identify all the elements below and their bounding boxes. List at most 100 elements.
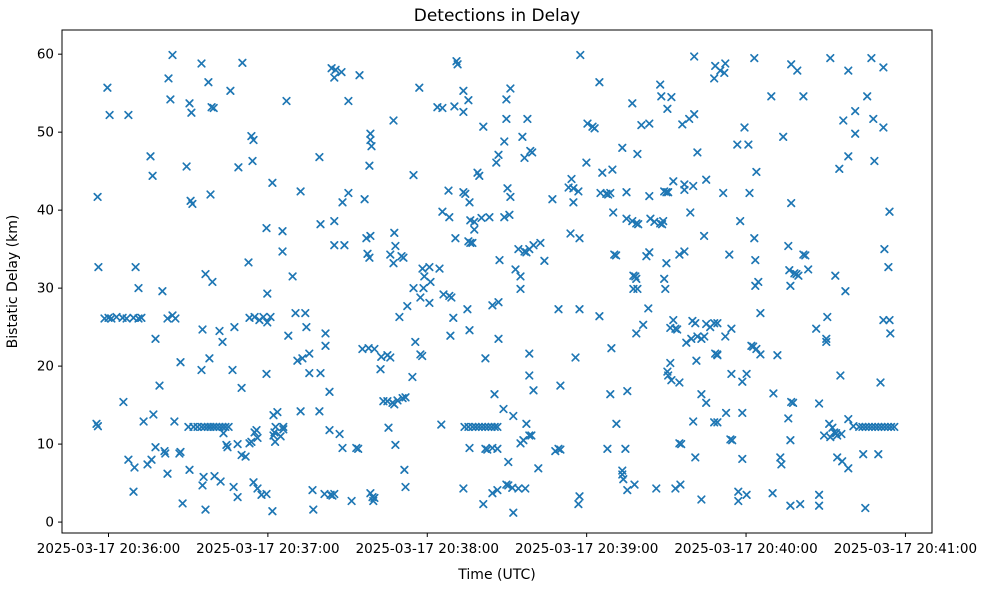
data-point-marker xyxy=(481,354,490,363)
data-point-marker xyxy=(699,231,709,241)
data-point-marker xyxy=(639,320,648,329)
data-point-marker xyxy=(370,344,379,354)
data-point-marker xyxy=(340,241,349,250)
data-point-marker xyxy=(463,305,472,314)
data-point-marker xyxy=(278,247,287,256)
data-point-marker xyxy=(527,431,536,440)
data-point-marker xyxy=(201,269,210,279)
data-point-marker xyxy=(733,140,742,149)
data-point-marker xyxy=(661,284,670,294)
data-point-marker xyxy=(166,95,175,104)
data-point-marker xyxy=(863,92,872,101)
data-point-marker xyxy=(885,315,894,325)
data-point-marker xyxy=(347,496,356,506)
data-point-marker xyxy=(630,480,639,489)
data-point-marker xyxy=(504,481,513,490)
data-point-marker xyxy=(890,422,899,432)
data-point-marker xyxy=(576,50,585,60)
data-point-marker xyxy=(838,457,847,466)
data-point-marker xyxy=(727,324,736,333)
data-point-marker xyxy=(885,207,894,216)
data-point-marker xyxy=(263,318,272,327)
data-point-marker xyxy=(831,271,840,280)
data-point-marker xyxy=(867,53,876,63)
data-point-marker xyxy=(569,184,578,193)
data-point-marker xyxy=(574,187,583,196)
data-point-marker xyxy=(645,119,654,128)
data-point-marker xyxy=(788,398,798,407)
data-point-marker xyxy=(366,231,375,241)
y-tick-label: 10 xyxy=(37,437,54,453)
data-point-marker xyxy=(403,301,412,311)
y-tick-label: 0 xyxy=(45,515,54,531)
data-point-marker xyxy=(506,192,515,202)
data-point-marker xyxy=(200,422,209,432)
data-point-marker xyxy=(656,80,665,89)
data-point-marker xyxy=(492,158,501,167)
data-point-marker xyxy=(308,485,317,495)
data-point-marker xyxy=(201,505,210,514)
data-point-marker xyxy=(479,122,488,131)
data-point-marker xyxy=(259,312,268,322)
data-point-marker xyxy=(488,489,497,498)
data-point-marker xyxy=(103,83,112,92)
data-point-marker xyxy=(823,312,832,322)
data-point-marker xyxy=(490,422,499,432)
data-point-marker xyxy=(519,436,528,445)
data-point-marker xyxy=(633,149,642,159)
data-point-marker xyxy=(725,250,734,259)
data-point-marker xyxy=(784,414,793,423)
data-point-marker xyxy=(273,407,282,417)
data-point-marker xyxy=(330,73,339,82)
data-point-marker xyxy=(676,480,685,489)
data-point-marker xyxy=(408,372,417,382)
data-point-marker xyxy=(611,251,621,260)
data-point-marker xyxy=(502,114,511,124)
data-point-marker xyxy=(302,322,311,332)
data-point-marker xyxy=(197,365,206,375)
data-point-marker xyxy=(839,116,848,125)
data-point-marker xyxy=(288,272,297,281)
data-point-marker xyxy=(870,156,879,166)
data-point-marker xyxy=(415,83,424,92)
data-point-marker xyxy=(879,315,888,325)
data-point-marker xyxy=(595,312,604,321)
data-point-marker xyxy=(248,156,257,166)
data-point-marker xyxy=(669,177,678,186)
data-point-marker xyxy=(675,250,684,259)
data-point-marker xyxy=(693,332,702,341)
data-point-marker xyxy=(338,198,347,207)
data-point-marker xyxy=(886,329,895,338)
data-point-marker xyxy=(522,419,531,428)
data-point-marker xyxy=(230,322,239,332)
data-point-marker xyxy=(525,349,534,358)
data-point-marker xyxy=(266,312,275,322)
data-point-marker xyxy=(713,319,722,328)
data-point-marker xyxy=(464,96,473,105)
data-point-marker xyxy=(787,198,796,208)
data-point-marker xyxy=(689,181,698,191)
data-point-marker xyxy=(871,422,880,432)
data-point-marker xyxy=(209,422,218,432)
data-point-marker xyxy=(449,313,458,322)
data-point-marker xyxy=(444,186,453,195)
data-point-marker xyxy=(330,216,339,226)
data-point-marker xyxy=(534,464,543,473)
data-point-marker xyxy=(216,477,225,486)
data-point-marker xyxy=(419,283,428,293)
data-point-marker xyxy=(812,324,821,333)
data-point-marker xyxy=(738,408,747,418)
data-point-marker xyxy=(386,353,395,362)
data-point-marker xyxy=(363,249,372,258)
data-point-marker xyxy=(198,325,207,334)
data-point-marker xyxy=(226,86,235,95)
data-point-marker xyxy=(305,349,314,358)
data-point-marker xyxy=(521,484,530,493)
data-point-marker xyxy=(237,383,246,393)
data-point-marker xyxy=(197,59,206,68)
data-point-marker xyxy=(411,337,420,347)
data-point-marker xyxy=(721,59,730,68)
data-point-marker xyxy=(727,369,736,379)
data-point-marker xyxy=(742,369,751,379)
data-point-marker xyxy=(536,238,545,248)
